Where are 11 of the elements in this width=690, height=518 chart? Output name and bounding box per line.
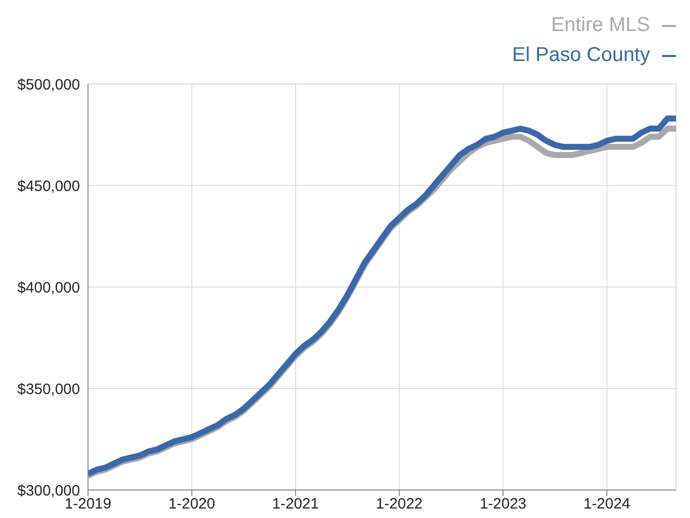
x-tick-label: 1-2020 bbox=[168, 496, 216, 513]
y-tick-label: $500,000 bbox=[17, 76, 80, 94]
x-tick-label: 1-2024 bbox=[583, 496, 630, 513]
y-tick-label: $400,000 bbox=[17, 279, 80, 296]
x-tick-label: 1-2022 bbox=[376, 496, 423, 513]
x-tick-label: 1-2023 bbox=[480, 496, 526, 513]
y-tick-label: $350,000 bbox=[17, 380, 80, 398]
x-tick-label: 1-2021 bbox=[272, 496, 319, 513]
legend-label: El Paso County bbox=[512, 44, 650, 66]
y-tick-label: $450,000 bbox=[17, 178, 80, 195]
legend-label: Entire MLS bbox=[551, 14, 650, 36]
